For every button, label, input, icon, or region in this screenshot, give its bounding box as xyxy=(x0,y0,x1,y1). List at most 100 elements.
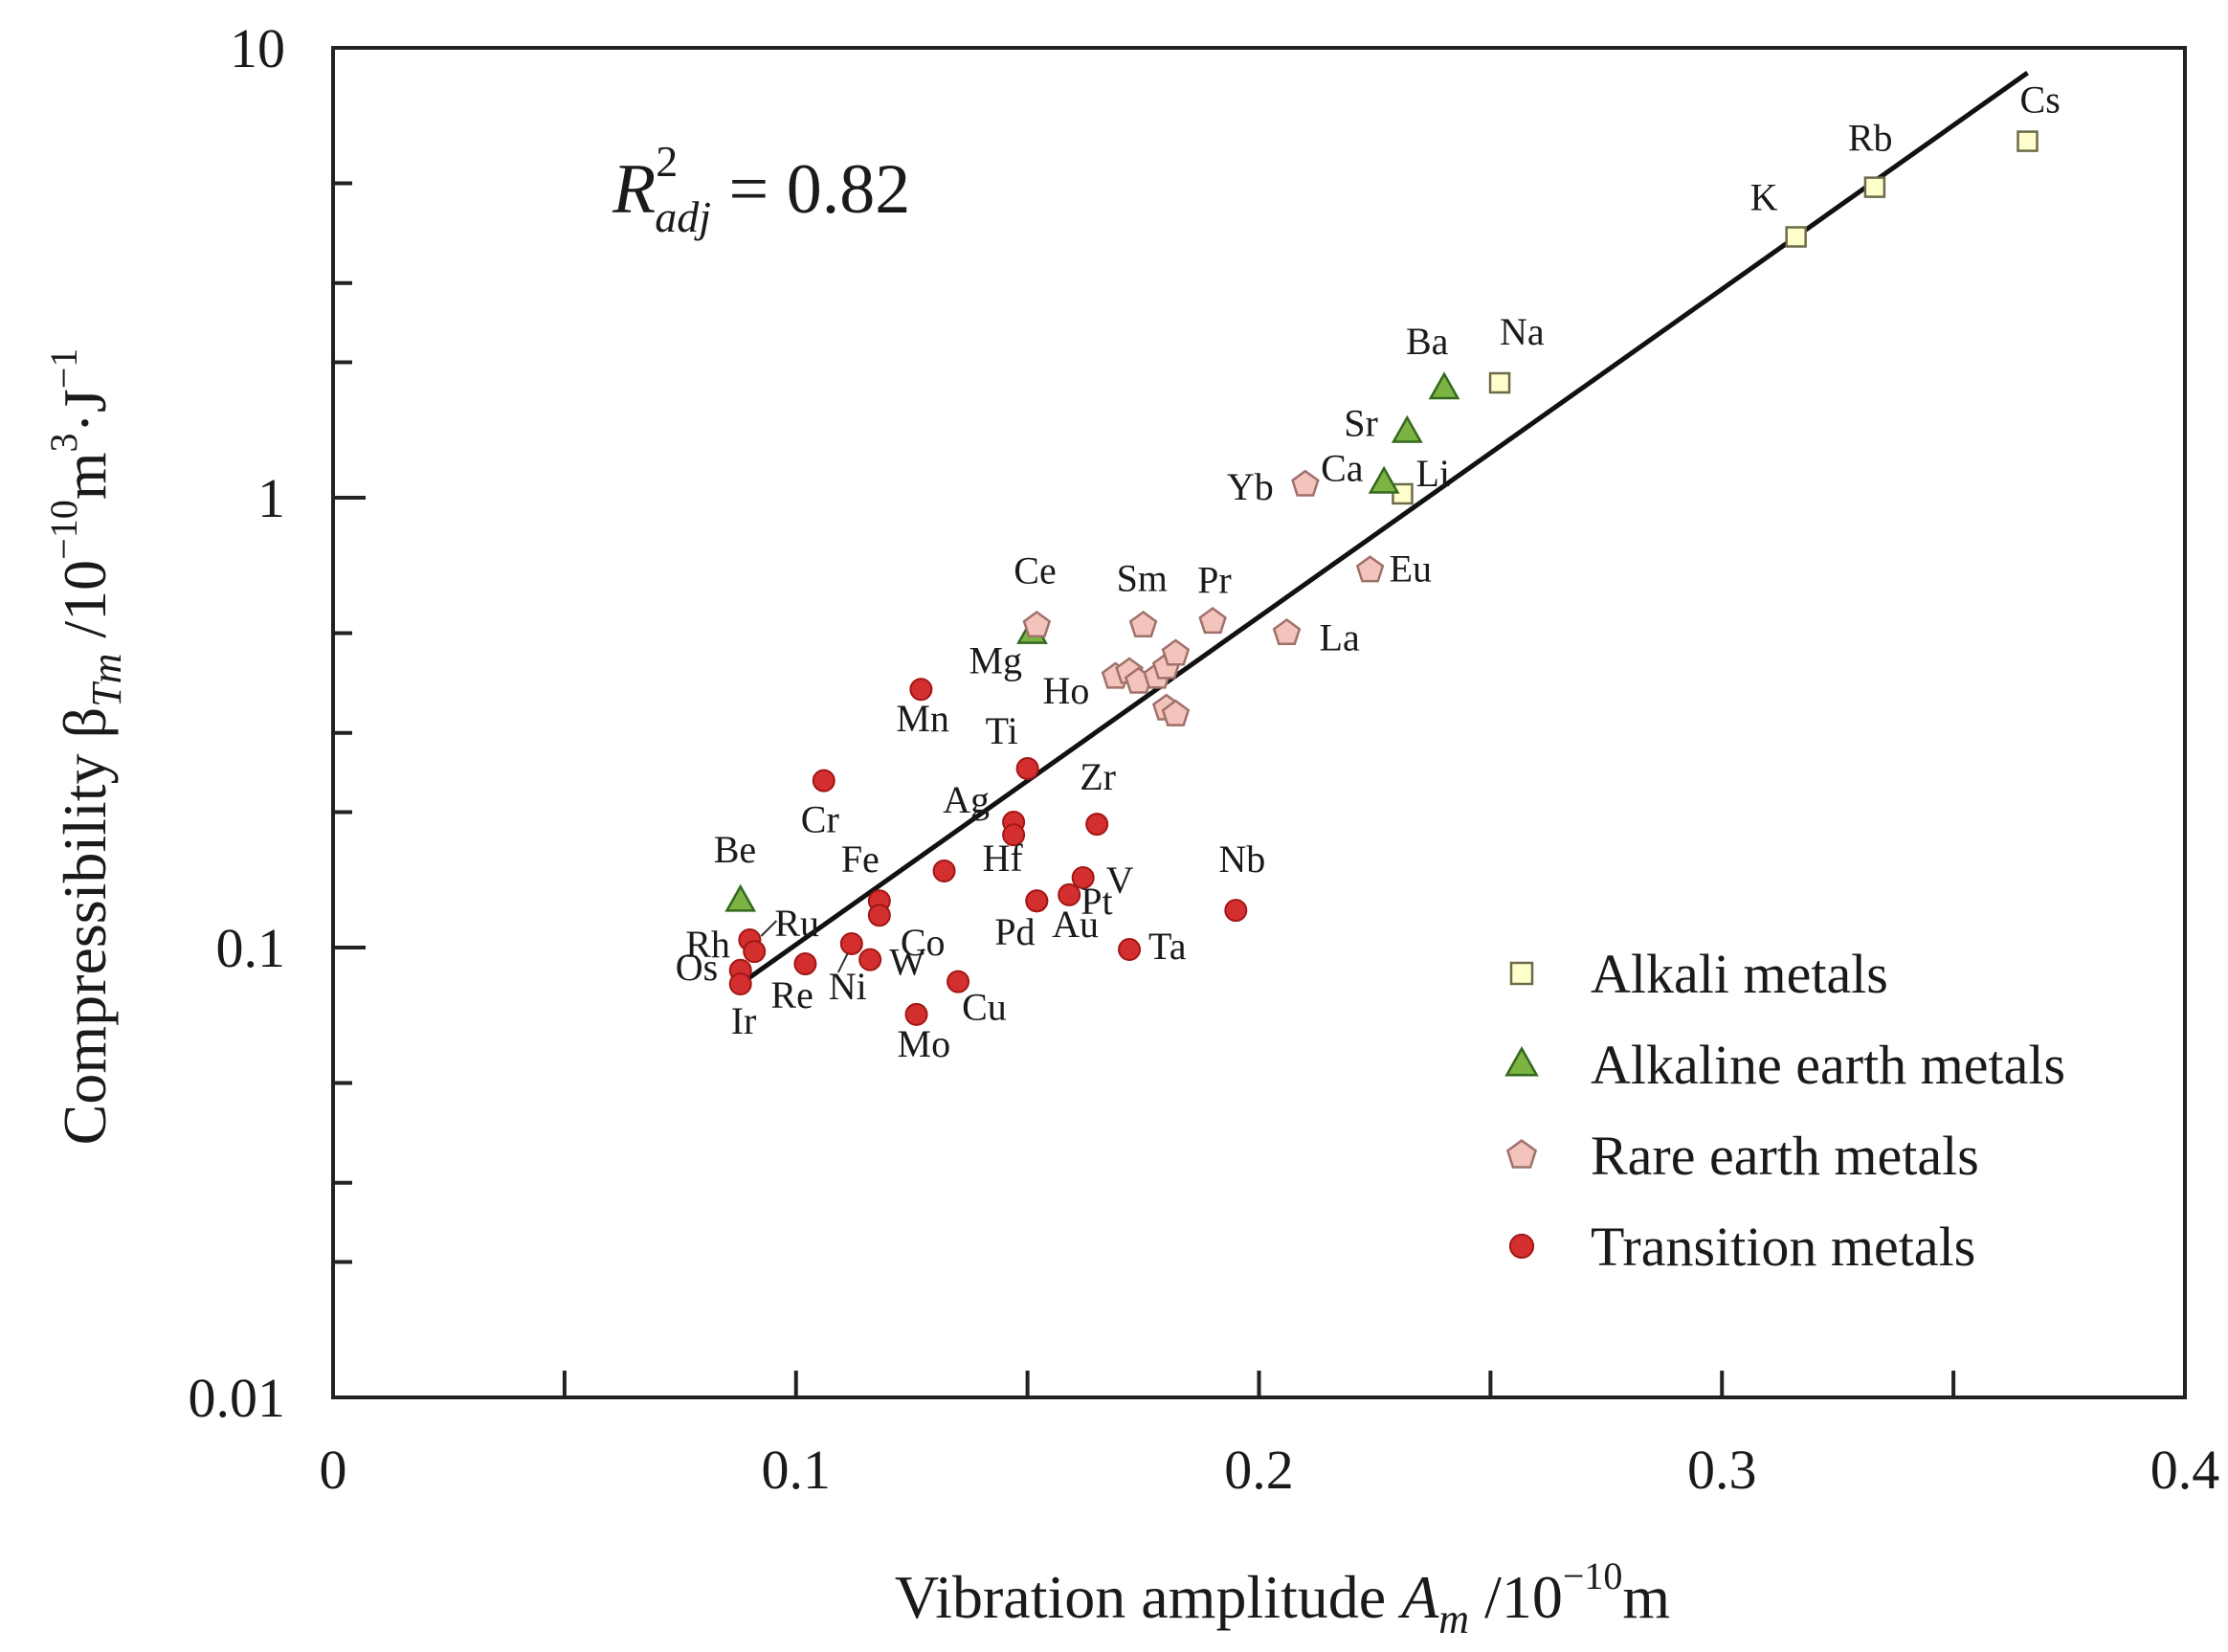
point-rb xyxy=(1863,176,1886,198)
legend-label: Rare earth metals xyxy=(1591,1125,1979,1187)
point-label-sm: Sm xyxy=(1117,556,1168,599)
legend-marker-square xyxy=(1509,961,1534,986)
point-na xyxy=(1488,371,1511,394)
point-unlabeled xyxy=(1002,823,1026,847)
point-eu xyxy=(1355,555,1385,583)
point-label-ca: Ca xyxy=(1321,446,1364,489)
y-tick-label: 10 xyxy=(230,17,285,79)
point-mo xyxy=(904,1002,928,1026)
point-label-rh: Rh xyxy=(685,923,730,966)
point-label-yb: Yb xyxy=(1227,465,1274,508)
legend: Alkali metals Alkaline earth metals Rare e… xyxy=(1504,943,2065,1278)
y-axis-title-unit: /10 xyxy=(51,560,119,654)
point-label-zr: Zr xyxy=(1080,755,1116,798)
y-axis-title-exp: −10 xyxy=(42,500,85,560)
point-label-au: Au xyxy=(1052,903,1099,946)
x-axis-title-unit-suffix: m xyxy=(1622,1563,1670,1631)
x-axis-title-unit: /10 xyxy=(1469,1563,1563,1631)
point-mn xyxy=(909,678,933,702)
y-axis-title-unit-j: ·J xyxy=(51,389,119,433)
point-hf xyxy=(932,859,956,882)
point-label-co: Co xyxy=(901,921,946,964)
point-sm xyxy=(1128,610,1158,638)
legend-label: Alkaline earth metals xyxy=(1591,1034,2065,1096)
point-la xyxy=(1272,617,1302,646)
x-tick-label: 0.3 xyxy=(1687,1439,1757,1501)
point-label-v: V xyxy=(1106,859,1134,902)
point-au xyxy=(1058,882,1081,906)
point-k xyxy=(1785,226,1807,248)
fit-line-layer xyxy=(739,71,2029,987)
x-tick-label: 0 xyxy=(320,1439,347,1501)
point-pr xyxy=(1198,607,1227,635)
data-points xyxy=(724,130,2039,1026)
point-label-mo: Mo xyxy=(898,1022,951,1065)
y-axis-title: Compressibility βTm /10−10m3·J−1 xyxy=(42,348,130,1146)
regression-line xyxy=(739,71,2029,987)
point-cr xyxy=(812,769,836,793)
point-ir xyxy=(728,972,752,996)
plot-frame xyxy=(331,46,2187,1399)
point-label-pt: Pt xyxy=(1081,880,1112,923)
point-sr xyxy=(1391,414,1423,443)
legend-label: Transition metals xyxy=(1591,1216,1975,1278)
point-ba xyxy=(1428,371,1460,400)
point-label-eu: Eu xyxy=(1390,547,1432,591)
point-co xyxy=(867,904,891,927)
point-label-ir: Ir xyxy=(731,999,757,1042)
point-yb xyxy=(1291,469,1320,497)
point-unlabeled xyxy=(1161,638,1191,666)
axis-ticks: 0 0.1 0.2 0.3 0.4 0.01 0.1 1 10 xyxy=(189,17,2220,1501)
y-axis-title-main: Compressibility β xyxy=(51,707,119,1145)
y-tick-label: 0.01 xyxy=(189,1367,286,1429)
point-label-mn: Mn xyxy=(896,697,949,740)
leader-ni xyxy=(836,952,849,973)
point-label-rb: Rb xyxy=(1848,117,1893,160)
point-label-w: W xyxy=(889,941,925,984)
y-axis-title-unit-m: m xyxy=(51,452,119,500)
point-be xyxy=(724,883,757,912)
point-label-os: Os xyxy=(676,946,718,989)
x-axis-title-var: A xyxy=(1397,1563,1439,1631)
point-label-ce: Ce xyxy=(1014,548,1056,592)
point-cs xyxy=(2016,130,2039,152)
point-label-ho: Ho xyxy=(1043,669,1090,712)
x-axis-title-main: Vibration amplitude xyxy=(895,1563,1401,1631)
point-label-cs: Cs xyxy=(2020,78,2061,122)
point-label-la: La xyxy=(1320,615,1360,659)
point-label-li: Li xyxy=(1415,452,1450,495)
x-tick-label: 0.2 xyxy=(1224,1439,1294,1501)
point-li xyxy=(1392,482,1414,505)
point-zr xyxy=(1085,813,1109,837)
point-label-k: K xyxy=(1750,176,1778,219)
point-label-ti: Ti xyxy=(986,709,1018,752)
r-value: = 0.82 xyxy=(711,150,910,229)
legend-marker-circle xyxy=(1508,1233,1535,1260)
x-tick-label: 0.1 xyxy=(762,1439,832,1501)
point-label-na: Na xyxy=(1500,310,1545,353)
point-v xyxy=(1071,865,1095,889)
y-axis-title-exp3: −1 xyxy=(42,348,85,390)
x-axis-title: Vibration amplitude Am /10−10m xyxy=(895,1554,1670,1642)
point-label-mg: Mg xyxy=(969,638,1022,681)
point-label-sr: Sr xyxy=(1344,401,1378,444)
point-pd xyxy=(1025,889,1049,913)
point-label-ba: Ba xyxy=(1406,320,1449,363)
y-axis-title-sub: Tm xyxy=(83,654,130,707)
y-tick-label: 1 xyxy=(257,467,285,529)
legend-marker-triangle xyxy=(1504,1045,1539,1077)
point-ce xyxy=(1022,610,1052,638)
plot-border xyxy=(331,46,2187,1399)
point-ta xyxy=(1118,938,1142,962)
point-ni xyxy=(839,931,863,955)
x-tick-label: 0.4 xyxy=(2150,1439,2220,1501)
point-label-be: Be xyxy=(714,828,756,871)
y-axis-title-exp2: 3 xyxy=(42,433,85,452)
point-ca xyxy=(1368,465,1400,494)
point-label-ta: Ta xyxy=(1148,925,1187,968)
r-squared-annotation: R2 adj = 0.82 xyxy=(612,137,910,241)
leader-ru xyxy=(760,920,778,937)
x-axis-title-exp: −10 xyxy=(1563,1554,1623,1597)
y-tick-label: 0.1 xyxy=(216,917,286,979)
